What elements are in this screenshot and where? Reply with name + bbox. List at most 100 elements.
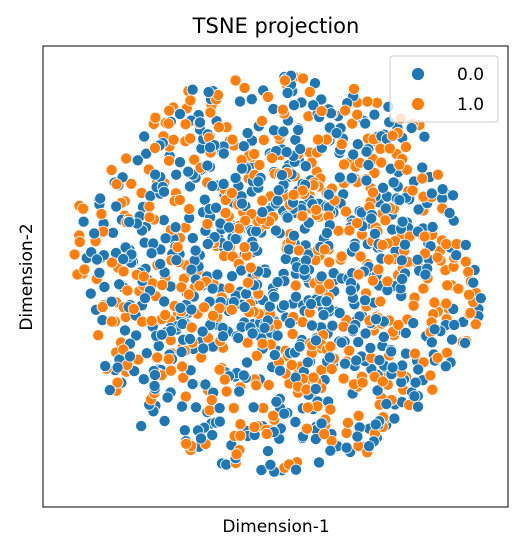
scatter-point-series-1 bbox=[78, 263, 91, 276]
scatter-point-series-0 bbox=[459, 238, 472, 251]
scatter-point-series-1 bbox=[223, 282, 236, 295]
scatter-point-series-1 bbox=[440, 297, 453, 310]
scatter-point-series-0 bbox=[315, 270, 328, 283]
scatter-point-series-0 bbox=[348, 240, 361, 253]
scatter-point-series-0 bbox=[393, 194, 406, 207]
scatter-point-series-1 bbox=[347, 82, 360, 95]
scatter-point-series-0 bbox=[474, 292, 487, 305]
scatter-point-series-0 bbox=[241, 127, 254, 140]
scatter-point-series-0 bbox=[88, 227, 101, 240]
scatter-point-series-1 bbox=[184, 132, 197, 145]
scatter-point-series-1 bbox=[111, 376, 124, 389]
scatter-point-series-0 bbox=[362, 158, 375, 171]
scatter-point-series-1 bbox=[206, 309, 219, 322]
scatter-point-series-1 bbox=[418, 230, 431, 243]
scatter-point-series-0 bbox=[93, 266, 106, 279]
scatter-point-series-0 bbox=[278, 407, 291, 420]
scatter-point-series-0 bbox=[148, 379, 161, 392]
scatter-point-series-0 bbox=[371, 384, 384, 397]
scatter-point-series-0 bbox=[386, 361, 399, 374]
scatter-point-series-1 bbox=[285, 358, 298, 371]
scatter-point-series-1 bbox=[372, 263, 385, 276]
scatter-point-series-1 bbox=[173, 193, 186, 206]
scatter-point-series-1 bbox=[95, 207, 108, 220]
scatter-point-series-1 bbox=[324, 340, 337, 353]
scatter-point-series-1 bbox=[248, 421, 261, 434]
scatter-point-series-1 bbox=[379, 214, 392, 227]
scatter-point-series-1 bbox=[265, 152, 278, 165]
scatter-point-series-0 bbox=[407, 317, 420, 330]
scatter-point-series-0 bbox=[408, 390, 421, 403]
scatter-point-series-0 bbox=[304, 297, 317, 310]
scatter-point-series-0 bbox=[323, 351, 336, 364]
scatter-point-series-1 bbox=[276, 103, 289, 116]
scatter-point-series-1 bbox=[171, 241, 184, 254]
scatter-point-series-1 bbox=[73, 235, 86, 248]
scatter-point-series-0 bbox=[299, 160, 312, 173]
scatter-point-series-1 bbox=[307, 371, 320, 384]
scatter-point-series-1 bbox=[227, 402, 240, 415]
scatter-point-series-0 bbox=[209, 201, 222, 214]
scatter-point-series-1 bbox=[366, 274, 379, 287]
scatter-point-series-1 bbox=[399, 140, 412, 153]
scatter-point-series-1 bbox=[459, 255, 472, 268]
scatter-point-series-0 bbox=[298, 263, 311, 276]
scatter-point-series-1 bbox=[117, 265, 130, 278]
scatter-point-series-1 bbox=[406, 184, 419, 197]
scatter-point-series-0 bbox=[388, 412, 401, 425]
scatter-point-series-0 bbox=[77, 215, 90, 228]
scatter-point-series-0 bbox=[351, 430, 364, 443]
legend: 0.0 1.0 bbox=[389, 55, 499, 123]
scatter-point-series-0 bbox=[277, 125, 290, 138]
scatter-point-series-1 bbox=[256, 194, 269, 207]
scatter-point-series-1 bbox=[180, 437, 193, 450]
scatter-point-series-0 bbox=[194, 432, 207, 445]
scatter-point-series-0 bbox=[287, 229, 300, 242]
scatter-point-series-1 bbox=[376, 375, 389, 388]
scatter-point-series-0 bbox=[189, 244, 202, 257]
scatter-point-series-1 bbox=[156, 278, 169, 291]
scatter-point-series-0 bbox=[135, 420, 148, 433]
scatter-point-series-0 bbox=[467, 276, 480, 289]
scatter-point-series-0 bbox=[149, 168, 162, 181]
scatter-point-series-1 bbox=[241, 276, 254, 289]
scatter-point-series-0 bbox=[237, 140, 250, 153]
scatter-point-series-0 bbox=[238, 301, 251, 314]
scatter-point-series-0 bbox=[396, 215, 409, 228]
scatter-point-series-1 bbox=[431, 168, 444, 181]
scatter-point-series-1 bbox=[340, 426, 353, 439]
scatter-point-series-0 bbox=[309, 382, 322, 395]
scatter-point-series-0 bbox=[246, 327, 259, 340]
scatter-point-series-0 bbox=[412, 203, 425, 216]
scatter-point-series-0 bbox=[170, 254, 183, 267]
scatter-point-series-1 bbox=[417, 282, 430, 295]
scatter-point-series-0 bbox=[119, 324, 132, 337]
scatter-point-series-0 bbox=[178, 424, 191, 437]
scatter-point-series-1 bbox=[441, 279, 454, 292]
scatter-point-series-1 bbox=[368, 166, 381, 179]
scatter-point-series-0 bbox=[426, 220, 439, 233]
scatter-point-series-0 bbox=[305, 319, 318, 332]
scatter-point-series-1 bbox=[341, 416, 354, 429]
scatter-point-series-0 bbox=[124, 350, 137, 363]
scatter-point-series-0 bbox=[206, 429, 219, 442]
scatter-point-series-0 bbox=[436, 183, 449, 196]
scatter-point-series-0 bbox=[137, 373, 150, 386]
scatter-point-series-1 bbox=[96, 301, 109, 314]
scatter-point-series-0 bbox=[333, 306, 346, 319]
scatter-point-series-0 bbox=[283, 317, 296, 330]
scatter-point-series-1 bbox=[162, 154, 175, 167]
scatter-point-series-1 bbox=[164, 364, 177, 377]
scatter-point-series-0 bbox=[347, 148, 360, 161]
scatter-point-series-0 bbox=[346, 323, 359, 336]
scatter-point-series-0 bbox=[269, 224, 282, 237]
scatter-point-series-1 bbox=[292, 244, 305, 257]
scatter-point-series-0 bbox=[380, 397, 393, 410]
scatter-point-series-0 bbox=[399, 326, 412, 339]
scatter-point-series-0 bbox=[368, 227, 381, 240]
scatter-point-series-0 bbox=[330, 127, 343, 140]
scatter-point-series-0 bbox=[344, 284, 357, 297]
scatter-point-series-1 bbox=[239, 214, 252, 227]
x-axis-label: Dimension-1 bbox=[222, 517, 329, 537]
